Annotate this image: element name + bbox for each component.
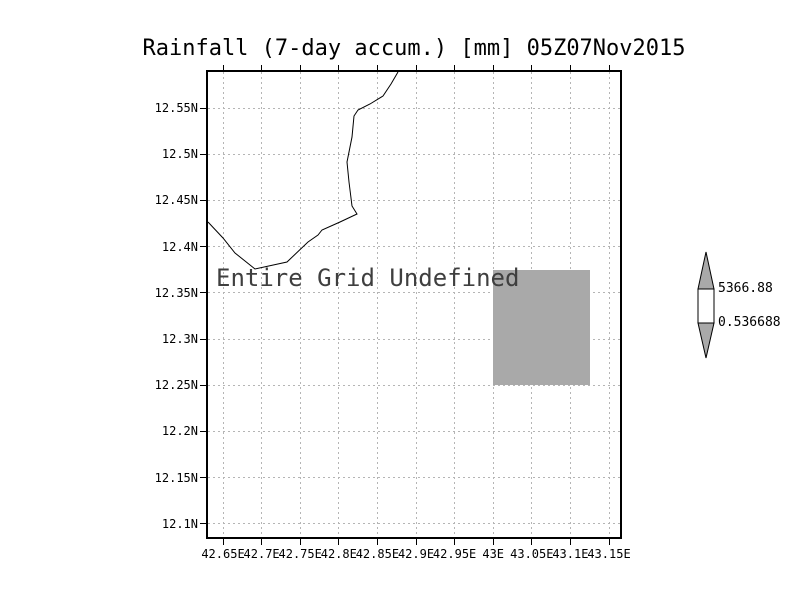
x-tick-bottom [338,539,340,545]
x-tick-bottom [454,539,456,545]
undefined-message: Entire Grid Undefined [216,264,520,292]
horizontal-gridline [208,107,620,109]
x-tick-label: 42.9E [397,547,435,561]
horizontal-gridline [208,477,620,479]
x-tick-top [261,65,263,70]
colorbar-bar [697,288,715,324]
coastline [207,71,399,270]
y-tick-label: 12.25N [154,378,198,393]
colorbar-min-label: 0.536688 [718,315,781,330]
y-tick [200,430,206,432]
x-tick-top [222,65,224,70]
horizontal-gridline [208,523,620,525]
plot-title: Rainfall (7-day accum.) [mm] 05Z07Nov201… [142,36,686,61]
y-tick-label: 12.2N [161,424,198,439]
x-tick-label: 42.8E [320,547,357,561]
y-tick [200,477,206,479]
x-tick-top [299,65,301,70]
x-tick-top [608,65,610,70]
map-plot: Entire Grid Undefined 42.65E 42.7E 42.75E 4… [155,65,631,561]
y-tick-label: 12.15N [154,470,198,485]
horizontal-gridline [208,292,620,294]
horizontal-gridline [208,430,620,432]
vertical-gridline [454,72,456,537]
y-tick-label: 12.1N [161,516,198,531]
y-tick [200,246,206,248]
x-tick-label: 42.95E [432,547,477,561]
x-tick-label: 43.05E [510,547,554,561]
x-tick-top [454,65,456,70]
x-tick-bottom [608,539,610,545]
colorbar-arrow-up-icon [697,251,715,290]
vertical-gridline [338,72,340,537]
x-tick-label: 42.7E [243,547,280,561]
vertical-gridline [608,72,610,537]
colorbar-max-label: 5366.88 [718,281,773,296]
colorbar [697,251,715,359]
x-tick-label: 43E [482,547,505,561]
x-tick-top [415,65,417,70]
x-tick-label: 42.85E [355,547,400,561]
x-tick-top [569,65,571,70]
x-tick-bottom [531,539,533,545]
vertical-gridline [261,72,263,537]
y-tick [200,199,206,201]
y-tick [200,523,206,525]
x-tick-label: 43.15E [587,547,631,561]
x-tick-label: 42.75E [278,547,322,561]
horizontal-gridline [208,338,620,340]
y-tick [200,292,206,294]
horizontal-gridline [208,384,620,386]
x-tick-bottom [569,539,571,545]
horizontal-gridline [208,153,620,155]
x-tick-bottom [415,539,417,545]
x-tick-top [376,65,378,70]
x-tick-label: 43.1E [552,547,589,561]
x-tick-top [492,65,494,70]
vertical-gridline [376,72,378,537]
x-tick-bottom [376,539,378,545]
colorbar-arrow-down-icon [697,322,715,359]
shaded-grid-cell [493,269,590,386]
y-tick [200,338,206,340]
x-tick-label: 42.65E [201,547,245,561]
vertical-gridline [222,72,224,537]
y-tick-label: 12.5N [161,147,198,162]
y-tick-label: 12.3N [161,332,198,346]
x-tick-bottom [261,539,263,545]
x-tick-bottom [299,539,301,545]
x-tick-bottom [222,539,224,545]
horizontal-gridline [208,246,620,248]
y-tick [200,384,206,386]
x-tick-top [338,65,340,70]
y-tick-label: 12.4N [161,239,198,254]
vertical-gridline [415,72,417,537]
vertical-gridline [299,72,301,537]
x-tick-top [531,65,533,70]
y-tick-label: 12.45N [154,193,198,208]
y-tick-label: 12.35N [154,285,198,300]
y-tick [200,107,206,109]
horizontal-gridline [208,199,620,201]
y-tick-label: 12.55N [154,101,198,115]
x-tick-bottom [492,539,494,545]
y-tick [200,153,206,155]
